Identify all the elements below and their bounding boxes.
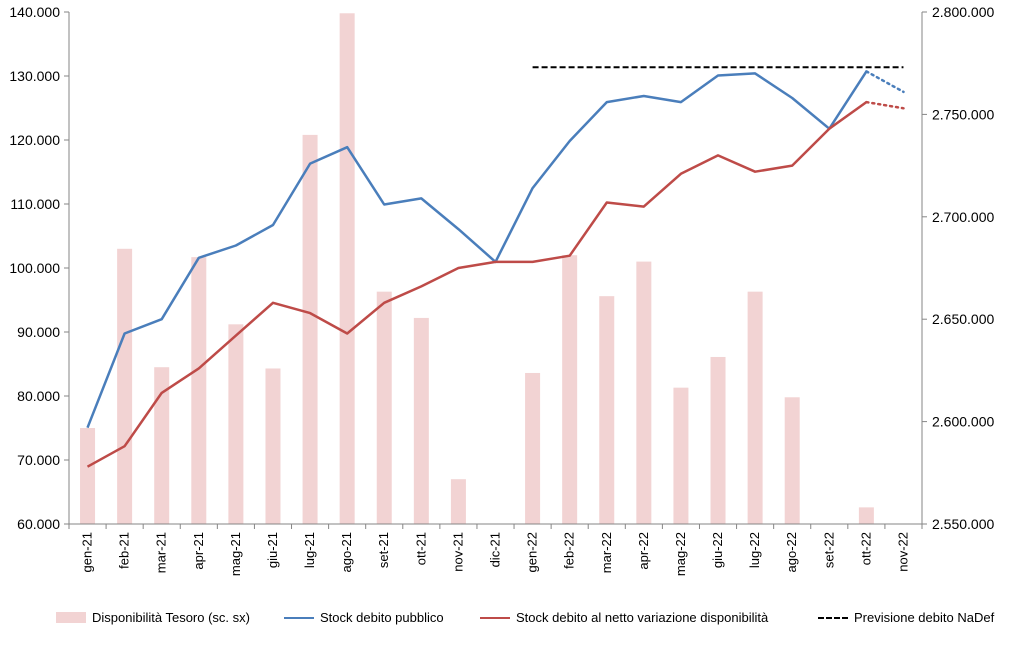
bar-mar-21 — [154, 367, 170, 524]
line-stock-debito-pubblico — [86, 70, 868, 429]
bar-feb-21 — [117, 248, 133, 525]
bar-mag-21 — [228, 324, 244, 524]
axes-layer — [64, 11, 927, 529]
x-tick-label: gen-21 — [80, 532, 95, 572]
right-tick-label: 2.550.000 — [932, 516, 994, 532]
bar-feb-22 — [562, 255, 578, 524]
x-tick-label: dic-21 — [488, 532, 503, 567]
x-tick-label: giu-21 — [265, 532, 280, 568]
x-tick-label: gen-22 — [525, 532, 540, 572]
right-tick-label: 2.600.000 — [932, 414, 994, 430]
left-tick-label: 100.000 — [9, 260, 60, 276]
left-tick-label: 130.000 — [9, 68, 60, 84]
legend-item-disponibilita: Disponibilità Tesoro (sc. sx) — [56, 610, 250, 625]
bar-giu-21 — [265, 368, 281, 524]
legend-item-nadef: Previsione debito NaDef — [818, 610, 994, 625]
left-tick-label: 70.000 — [17, 452, 60, 468]
bar-ago-22 — [784, 397, 800, 524]
bar-giu-22 — [710, 356, 726, 524]
right-tick-label: 2.800.000 — [932, 4, 994, 20]
bar-mar-22 — [599, 296, 615, 524]
legend-swatch-dashed — [818, 616, 848, 619]
x-tick-label: set-21 — [376, 532, 391, 568]
line-stock-debito-netto — [86, 101, 868, 468]
x-tick-label: feb-21 — [117, 532, 132, 569]
right-tick-label: 2.650.000 — [932, 311, 994, 327]
left-tick-label: 120.000 — [9, 132, 60, 148]
x-tick-label: apr-22 — [636, 532, 651, 570]
left-tick-label: 110.000 — [10, 196, 60, 212]
bar-gen-21 — [80, 428, 96, 524]
bar-gen-22 — [525, 372, 541, 524]
legend-swatch-blue-line — [284, 616, 314, 619]
x-tick-label: set-22 — [821, 532, 836, 568]
line-stock-debito-netto-projection — [865, 100, 905, 110]
x-tick-label: giu-22 — [710, 532, 725, 568]
legend-label: Disponibilità Tesoro (sc. sx) — [92, 610, 250, 625]
x-tick-label: ott-22 — [858, 532, 873, 565]
x-tick-label: apr-21 — [191, 532, 206, 570]
bar-mag-22 — [673, 387, 689, 524]
bars-layer — [80, 13, 874, 525]
x-tick-label: mag-21 — [228, 532, 243, 576]
bar-set-21 — [376, 291, 392, 524]
bar-ago-21 — [339, 13, 355, 525]
x-tick-label: mar-21 — [154, 532, 169, 573]
left-tick-label: 80.000 — [17, 388, 60, 404]
legend: Disponibilità Tesoro (sc. sx) Stock debi… — [0, 610, 1024, 634]
x-tick-label: ago-21 — [339, 532, 354, 572]
legend-label: Previsione debito NaDef — [854, 610, 995, 625]
x-tick-label: feb-22 — [562, 532, 577, 569]
x-tick-label: ott-21 — [413, 532, 428, 565]
legend-swatch-red-line — [480, 616, 510, 619]
right-tick-label: 2.700.000 — [932, 209, 994, 225]
x-tick-label: lug-22 — [747, 532, 762, 568]
legend-item-stock-debito: Stock debito pubblico — [284, 610, 444, 625]
bar-lug-22 — [747, 291, 763, 524]
bar-lug-21 — [302, 134, 318, 524]
left-tick-label: 60.000 — [17, 516, 60, 532]
left-tick-label: 90.000 — [17, 324, 60, 340]
legend-label: Stock debito pubblico — [320, 610, 444, 625]
legend-label: Stock debito al netto variazione disponi… — [516, 610, 769, 625]
bar-apr-21 — [191, 257, 207, 524]
x-tick-label: lug-21 — [302, 532, 317, 568]
line-stock-debito-pubblico-projection — [865, 70, 905, 94]
x-tick-label: nov-22 — [895, 532, 910, 572]
x-tick-label: ago-22 — [784, 532, 799, 572]
x-tick-label: mar-22 — [599, 532, 614, 573]
bar-apr-22 — [636, 261, 652, 524]
x-tick-label: nov-21 — [450, 532, 465, 572]
bar-ott-22 — [858, 507, 874, 524]
x-tick-label: mag-22 — [673, 532, 688, 576]
legend-item-stock-netto: Stock debito al netto variazione disponi… — [480, 610, 768, 625]
legend-swatch-bar — [56, 612, 86, 623]
left-tick-label: 140.000 — [9, 4, 60, 20]
bar-nov-21 — [450, 479, 466, 524]
combo-chart: 60.000 70.000 80.000 90.000 100.000 110.000 12… — [9, 4, 994, 576]
lines-layer — [86, 66, 905, 468]
right-tick-label: 2.750.000 — [932, 106, 994, 122]
bar-ott-21 — [413, 317, 429, 524]
labels-layer: 60.000 70.000 80.000 90.000 100.000 110.000 12… — [9, 4, 994, 576]
